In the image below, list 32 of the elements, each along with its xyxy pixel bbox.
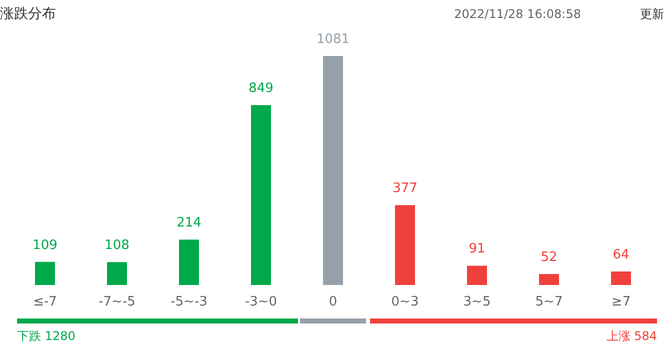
text: 下跌 1280 — [17, 329, 76, 343]
x-tick-label: -3~0 — [244, 294, 278, 310]
x-tick-label: -7~-5 — [98, 294, 136, 310]
data-label: 108 — [104, 238, 130, 254]
data-label: 1081 — [316, 32, 350, 48]
x-tick-label: 5~7 — [535, 294, 563, 310]
bar — [35, 262, 55, 285]
bar — [611, 271, 631, 285]
data-label: 64 — [612, 247, 630, 262]
x-tick-label: 3~5 — [463, 294, 491, 310]
data-label: 849 — [248, 81, 274, 96]
x-tick-label: 0~3 — [391, 294, 419, 310]
bar — [467, 266, 487, 285]
bar — [107, 262, 127, 285]
x-tick-label: ≥7 — [611, 294, 631, 310]
x-tick-label: ≤-7 — [33, 294, 57, 310]
data-label: 377 — [392, 181, 418, 196]
x-tick-label: -5~-3 — [170, 294, 208, 310]
chart-title: 涨跌分布 — [0, 6, 56, 22]
text: 更新 — [640, 7, 664, 21]
bar — [323, 56, 343, 285]
data-label: 214 — [176, 216, 202, 231]
data-label: 91 — [468, 242, 486, 257]
text: 2022/11/28 16:08:58 — [454, 7, 581, 21]
bar — [251, 105, 271, 285]
bar — [179, 240, 199, 285]
data-label: 52 — [540, 250, 558, 265]
data-label: 109 — [32, 238, 58, 253]
text: 上涨 584 — [606, 329, 657, 343]
bar — [395, 205, 415, 285]
bar — [539, 274, 559, 285]
x-tick-label: 0 — [328, 294, 338, 310]
